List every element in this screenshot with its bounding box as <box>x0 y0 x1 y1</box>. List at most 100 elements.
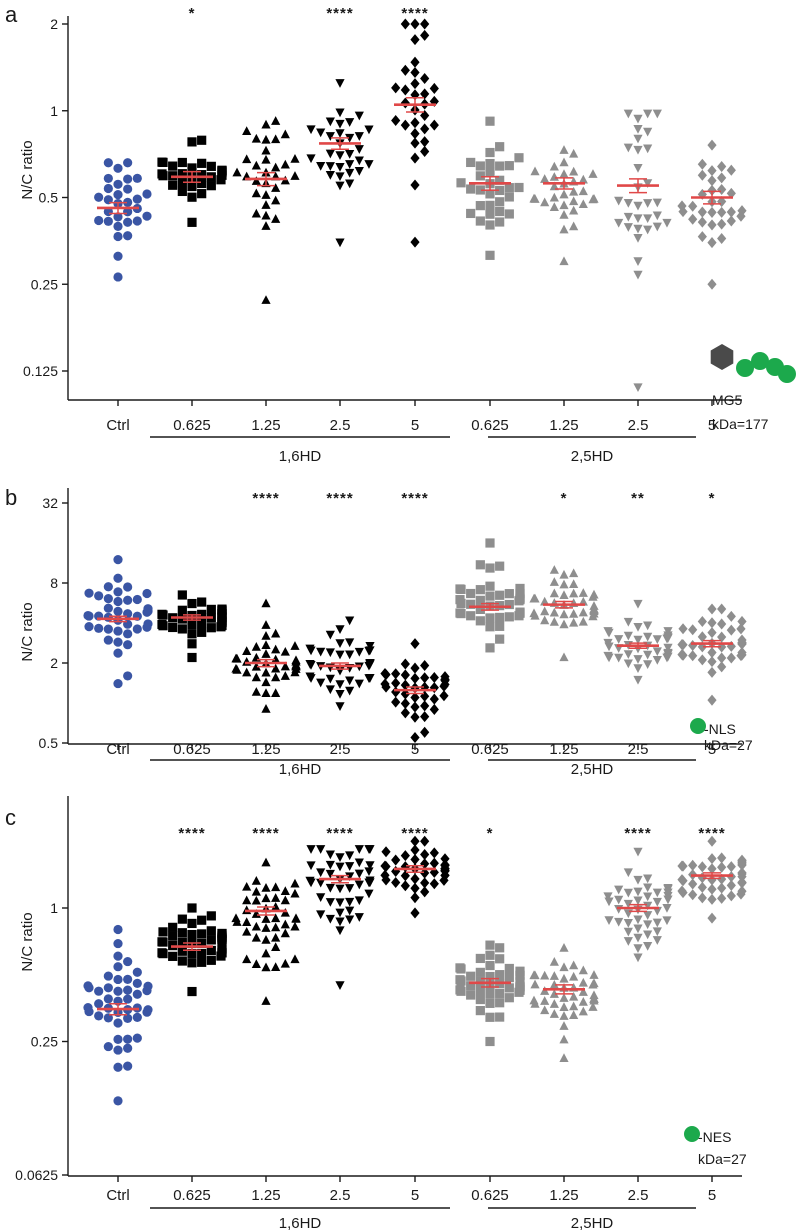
data-point <box>643 892 653 902</box>
data-point <box>495 621 505 631</box>
data-point <box>123 1034 133 1044</box>
data-point <box>410 691 420 704</box>
y-tick-label: 0.25 <box>31 1034 58 1050</box>
data-point <box>559 169 569 178</box>
data-point <box>197 627 207 637</box>
data-point <box>290 878 300 888</box>
data-point <box>707 278 717 290</box>
data-point <box>103 594 113 604</box>
data-point <box>603 892 613 902</box>
data-point <box>495 988 505 998</box>
x-category-label: 0.625 <box>471 1187 509 1204</box>
data-point <box>504 963 514 974</box>
data-point <box>306 861 316 871</box>
data-point <box>485 960 495 971</box>
data-point <box>271 962 281 972</box>
data-point <box>291 655 301 665</box>
data-point <box>103 183 113 194</box>
data-point <box>726 890 736 902</box>
data-point <box>529 193 539 203</box>
data-point <box>559 962 569 972</box>
data-point <box>157 157 167 167</box>
data-point <box>103 994 113 1004</box>
data-point <box>206 935 216 945</box>
data-point <box>345 884 355 893</box>
data-point <box>345 160 355 169</box>
data-point <box>475 1006 485 1016</box>
data-point <box>410 128 420 140</box>
data-point <box>345 915 355 925</box>
data-point <box>410 18 420 30</box>
data-point <box>113 272 123 282</box>
data-point <box>84 622 94 632</box>
data-point <box>420 123 430 135</box>
data-point <box>420 681 430 693</box>
data-point <box>113 251 123 261</box>
data-point <box>103 624 113 634</box>
data-point <box>549 172 559 181</box>
data-point <box>717 172 727 184</box>
data-point <box>643 920 653 930</box>
x-category-label: 2.5 <box>628 741 649 758</box>
data-point <box>549 971 559 980</box>
data-point <box>280 661 290 671</box>
data-point <box>123 1043 133 1053</box>
data-point <box>123 231 133 241</box>
data-point <box>707 647 717 659</box>
data-point <box>325 869 335 879</box>
data-point <box>316 845 326 854</box>
data-point <box>400 880 410 892</box>
data-point <box>325 850 335 860</box>
data-point <box>94 623 104 633</box>
data-point <box>726 206 736 218</box>
data-point <box>217 604 227 614</box>
data-point <box>485 971 495 982</box>
data-point <box>391 677 401 689</box>
data-point <box>549 588 559 598</box>
data-point <box>242 657 252 666</box>
data-point <box>475 171 485 181</box>
data-point <box>187 137 197 147</box>
data-point <box>103 612 113 622</box>
series-1-6hd-5 <box>380 835 450 919</box>
data-point <box>335 108 345 118</box>
data-point <box>633 655 643 664</box>
y-tick-label: 0.5 <box>39 735 59 751</box>
data-point <box>514 153 524 163</box>
data-point <box>365 642 375 651</box>
data-point <box>485 591 495 601</box>
data-point <box>197 948 207 959</box>
data-point <box>569 196 579 206</box>
data-point <box>335 680 345 689</box>
data-point <box>271 893 281 902</box>
data-point <box>123 1013 133 1023</box>
data-point <box>578 607 588 617</box>
data-point <box>697 861 707 873</box>
data-point <box>466 611 476 621</box>
data-point <box>614 885 624 895</box>
data-point <box>495 612 505 623</box>
data-point <box>475 185 485 195</box>
data-point <box>466 990 476 1000</box>
data-point <box>569 991 579 1001</box>
data-point <box>633 953 643 963</box>
data-point <box>633 125 643 134</box>
data-point <box>589 970 599 979</box>
significance-label: **** <box>326 825 353 842</box>
data-point <box>540 970 550 980</box>
construct-label: kDa=177 <box>712 416 769 432</box>
data-point <box>420 18 430 30</box>
data-point <box>157 169 167 179</box>
significance-label: * <box>487 825 494 842</box>
data-point <box>316 647 326 657</box>
series-2-5hd-1-25 <box>529 145 599 266</box>
data-point <box>345 872 355 882</box>
data-point <box>280 907 290 917</box>
series-2-5hd-0-625 <box>456 116 524 260</box>
data-point <box>123 985 133 995</box>
data-point <box>717 618 727 630</box>
data-point <box>261 134 271 144</box>
data-point <box>410 711 420 723</box>
data-point <box>578 1006 588 1016</box>
data-point <box>559 1053 569 1062</box>
